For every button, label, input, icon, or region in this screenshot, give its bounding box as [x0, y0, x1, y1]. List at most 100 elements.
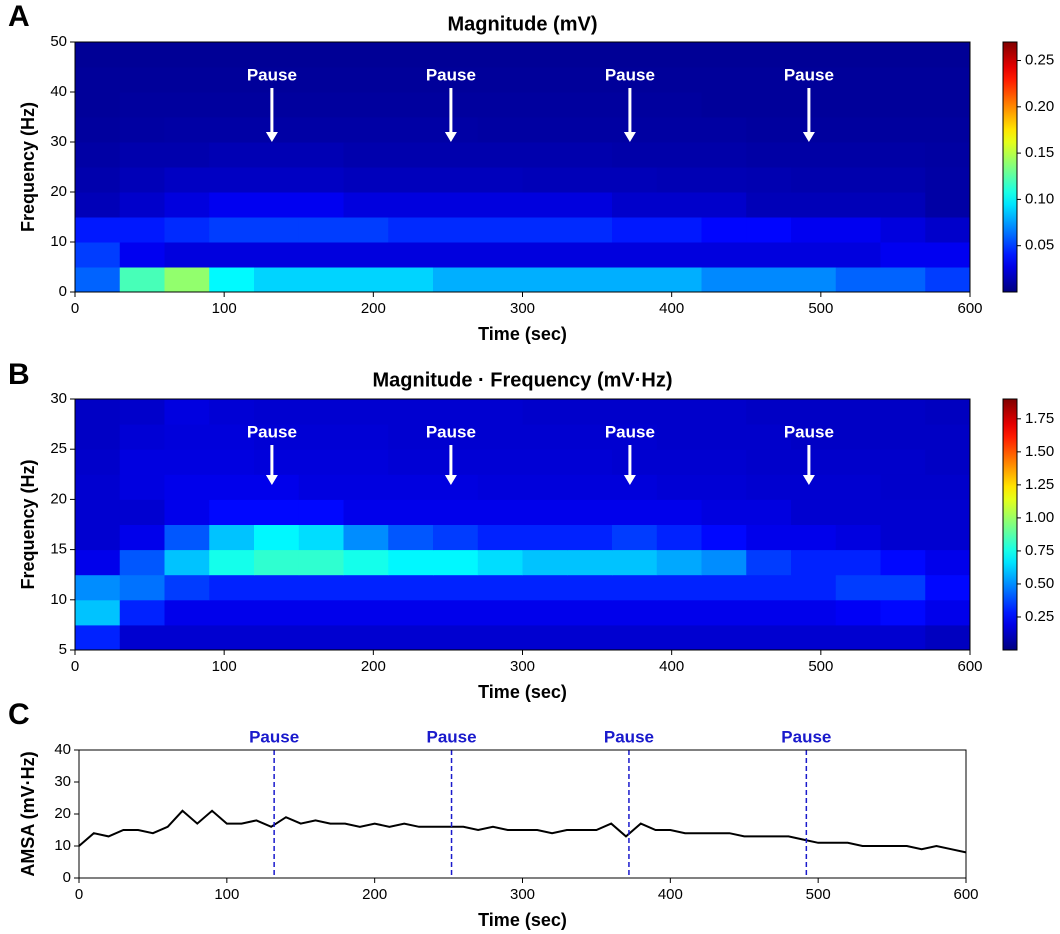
heatmap-cell: [835, 574, 881, 601]
heatmap-cell: [835, 192, 881, 218]
heatmap-cell: [880, 524, 926, 551]
heatmap-cell: [433, 524, 479, 551]
heatmap-cell: [612, 624, 658, 650]
pause-label: Pause: [247, 65, 297, 84]
heatmap-cell: [343, 217, 389, 243]
heatmap-cell: [567, 424, 613, 450]
heatmap-cell: [75, 242, 121, 268]
heatmap-cell: [254, 42, 300, 68]
panel-label: A: [8, 0, 30, 33]
heatmap-cell: [880, 599, 926, 626]
heatmap-cell: [164, 574, 210, 601]
heatmap-cell: [164, 449, 210, 475]
heatmap-cell: [209, 449, 255, 475]
heatmap-cell: [388, 142, 434, 168]
heatmap-cell: [209, 117, 255, 143]
heatmap-cell: [522, 524, 568, 551]
heatmap-cell: [164, 117, 210, 143]
heatmap-cell: [656, 117, 702, 143]
heatmap-cell: [254, 574, 300, 601]
heatmap-cell: [567, 549, 613, 576]
heatmap-cell: [656, 267, 702, 292]
heatmap-cell: [656, 549, 702, 576]
heatmap-cell: [791, 599, 837, 626]
heatmap-cell: [343, 192, 389, 218]
heatmap-cell: [880, 549, 926, 576]
y-tick-label: 50: [50, 33, 67, 50]
heatmap-cell: [701, 599, 747, 626]
heatmap-cell: [164, 167, 210, 193]
x-tick-label: 400: [659, 300, 684, 317]
heatmap-cell: [791, 142, 837, 168]
panel-label: B: [8, 358, 30, 391]
heatmap-cell: [835, 499, 881, 525]
heatmap-cell: [522, 117, 568, 143]
heatmap-cell: [164, 549, 210, 576]
heatmap-cell: [433, 92, 479, 118]
x-tick-label: 500: [806, 886, 831, 903]
heatmap-cell: [925, 474, 970, 500]
x-tick-label: 200: [361, 300, 386, 317]
y-tick-label: 30: [54, 773, 71, 790]
heatmap-cell: [433, 192, 479, 218]
chart-title: Magnitude · Frequency (mV·Hz): [372, 369, 672, 391]
heatmap-cell: [746, 67, 792, 93]
heatmap-cell: [612, 42, 658, 68]
heatmap-cell: [656, 167, 702, 193]
heatmap-cell: [925, 192, 970, 218]
heatmap-cell: [522, 424, 568, 450]
heatmap-cell: [477, 167, 523, 193]
colorbar-tick-label: 0.25: [1025, 608, 1054, 625]
heatmap-cell: [343, 424, 389, 450]
heatmap-cell: [880, 92, 926, 118]
heatmap-cell: [298, 192, 344, 218]
heatmap-cell: [880, 449, 926, 475]
heatmap-cell: [701, 267, 747, 292]
heatmap-cell: [701, 524, 747, 551]
colorbar-tick-label: 1.25: [1025, 476, 1054, 493]
y-axis-label: Frequency (Hz): [18, 459, 38, 589]
heatmap-cell: [298, 499, 344, 525]
heatmap-cell: [254, 67, 300, 93]
pause-arrowhead: [623, 132, 636, 142]
heatmap-cell: [880, 399, 926, 425]
heatmap-cell: [477, 574, 523, 601]
x-tick-label: 600: [957, 300, 982, 317]
heatmap-cell: [343, 574, 389, 601]
x-axis-label: Time (sec): [478, 910, 567, 930]
heatmap-cell: [388, 449, 434, 475]
heatmap-cell: [656, 399, 702, 425]
heatmap-cell: [612, 267, 658, 292]
heatmap-cell: [612, 574, 658, 601]
amsa-line: [78, 809, 967, 854]
heatmap-cell: [567, 624, 613, 650]
heatmap-cell: [925, 117, 970, 143]
pause-arrowhead: [265, 475, 278, 485]
colorbar-tick-label: 1.50: [1025, 443, 1054, 460]
heatmap-cell: [925, 92, 970, 118]
heatmap-cell: [343, 242, 389, 268]
heatmap-cell: [209, 67, 255, 93]
heatmap-cell: [75, 142, 121, 168]
heatmap-cell: [791, 217, 837, 243]
heatmap-cell: [522, 92, 568, 118]
heatmap-cell: [164, 142, 210, 168]
heatmap-cell: [880, 499, 926, 525]
heatmap-cell: [477, 217, 523, 243]
heatmap-cell: [567, 399, 613, 425]
y-tick-label: 20: [54, 805, 71, 822]
heatmap-cell: [209, 624, 255, 650]
heatmap-cell: [791, 67, 837, 93]
heatmap-cell: [477, 67, 523, 93]
y-tick-label: 20: [50, 490, 67, 507]
heatmap-cell: [164, 399, 210, 425]
colorbar-tick-label: 1.00: [1025, 509, 1054, 526]
heatmap-cell: [701, 242, 747, 268]
heatmap-cell: [209, 474, 255, 500]
heatmap-cell: [119, 117, 165, 143]
heatmap-cell: [835, 42, 881, 68]
heatmap-cell: [343, 67, 389, 93]
heatmap-cell: [388, 167, 434, 193]
heatmap-cell: [477, 142, 523, 168]
heatmap-cell: [75, 574, 121, 601]
